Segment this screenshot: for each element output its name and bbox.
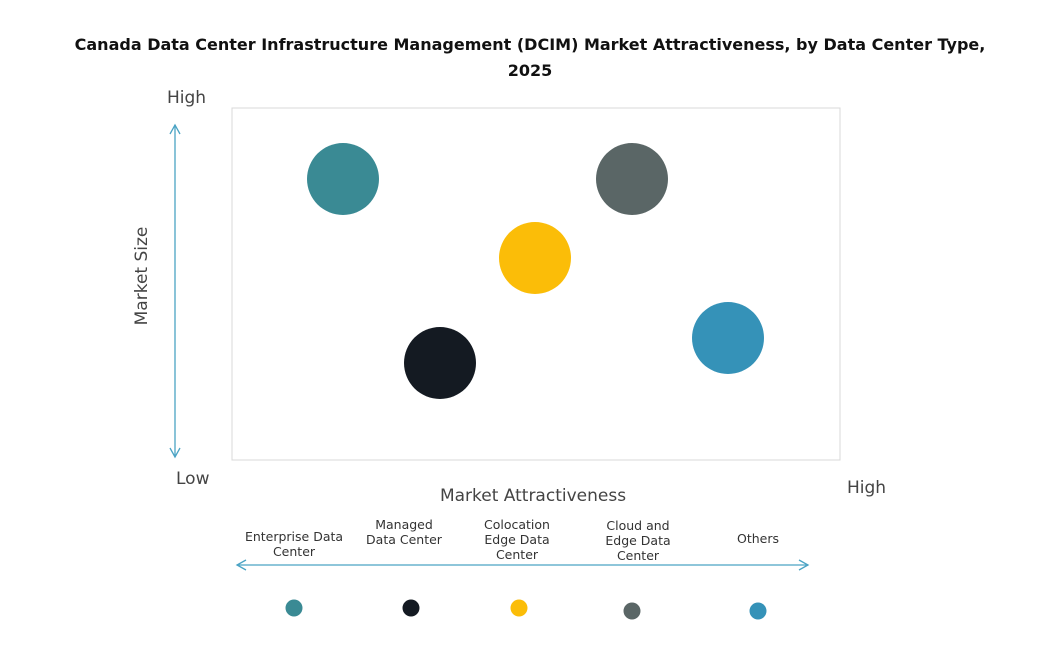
- bubble: [404, 327, 476, 399]
- bubble: [307, 143, 379, 215]
- legend-dot: [749, 602, 767, 620]
- legend-label: Others: [736, 531, 779, 546]
- y-high-label: High: [167, 88, 207, 108]
- bubble: [596, 143, 668, 215]
- legend-dot: [402, 599, 420, 617]
- bubble: [499, 222, 571, 294]
- bubble: [692, 302, 764, 374]
- legend-label: Enterprise Data Center: [244, 529, 344, 559]
- x-high-label: High: [847, 478, 887, 498]
- chart-title: Canada Data Center Infrastructure Manage…: [74, 35, 986, 80]
- legend-dot: [285, 599, 303, 617]
- y-axis-label: Market Size: [132, 226, 152, 326]
- legend-dot: [510, 599, 528, 617]
- y-low-label: Low: [176, 469, 210, 489]
- x-axis-label: Market Attractiveness: [439, 486, 627, 506]
- legend-label: Cloud and Edge Data Center: [605, 518, 671, 563]
- legend-dot: [623, 602, 641, 620]
- legend-label: Colocation Edge Data Center: [484, 517, 550, 562]
- legend-label: Managed Data Center: [366, 517, 442, 547]
